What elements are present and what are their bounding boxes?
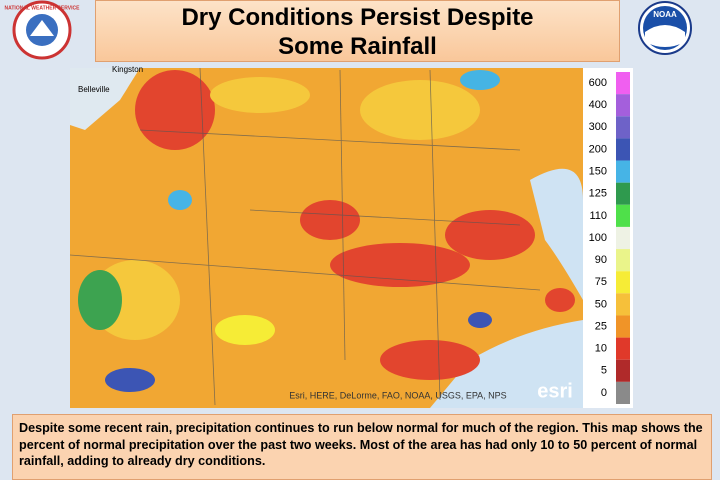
legend-swatch	[616, 204, 630, 227]
legend-swatch	[616, 160, 630, 183]
legend-label: 110	[589, 210, 607, 222]
legend-label: 0	[601, 387, 607, 399]
logo-text: NOAA	[653, 10, 677, 19]
legend-label: 90	[595, 254, 607, 266]
legend-label: 10	[595, 343, 607, 355]
legend-label: 100	[589, 232, 607, 244]
title: Dry Conditions Persist Despite Some Rain…	[95, 0, 620, 62]
legend-label: 400	[589, 99, 607, 111]
legend-label: 25	[595, 320, 607, 332]
place-label: Belleville	[78, 85, 110, 94]
legend-label: 150	[589, 166, 607, 178]
legend-label: 200	[589, 143, 607, 155]
attribution: Esri, HERE, DeLorme, FAO, NOAA, USGS, EP…	[289, 390, 506, 400]
legend-swatch	[616, 138, 630, 161]
legend-swatch	[616, 359, 630, 382]
esri-logo: esri	[537, 380, 573, 402]
legend-swatch	[616, 249, 630, 272]
legend-swatch	[616, 116, 630, 139]
caption: Despite some recent rain, precipitation …	[12, 414, 712, 480]
nws-logo: NATIONAL WEATHER SERVICE	[5, 0, 81, 60]
legend-label: 600	[589, 77, 607, 89]
legend-label: 50	[595, 298, 607, 310]
place-label: Kingston	[112, 65, 143, 74]
logo-text: NATIONAL WEATHER SERVICE	[5, 5, 81, 11]
legend-label: 300	[589, 121, 607, 133]
legend-swatch	[616, 293, 630, 316]
legend-swatch	[616, 271, 630, 294]
legend-swatch	[616, 182, 630, 205]
legend-swatch	[616, 226, 630, 250]
legend-swatch	[616, 337, 630, 360]
legend-swatch	[616, 381, 630, 404]
legend-swatch	[616, 315, 630, 338]
legend-label: 75	[595, 276, 607, 288]
slide-graphics: NATIONAL WEATHER SERVICE NOAA	[5, 0, 692, 408]
noaa-logo: NOAA	[638, 1, 692, 55]
legend-swatch	[616, 72, 630, 95]
legend-label: 5	[601, 365, 607, 377]
legend-label: 125	[589, 188, 607, 200]
legend-swatch	[616, 94, 630, 117]
map: Kingston Belleville Esri, HERE, DeLorme,…	[69, 65, 603, 408]
